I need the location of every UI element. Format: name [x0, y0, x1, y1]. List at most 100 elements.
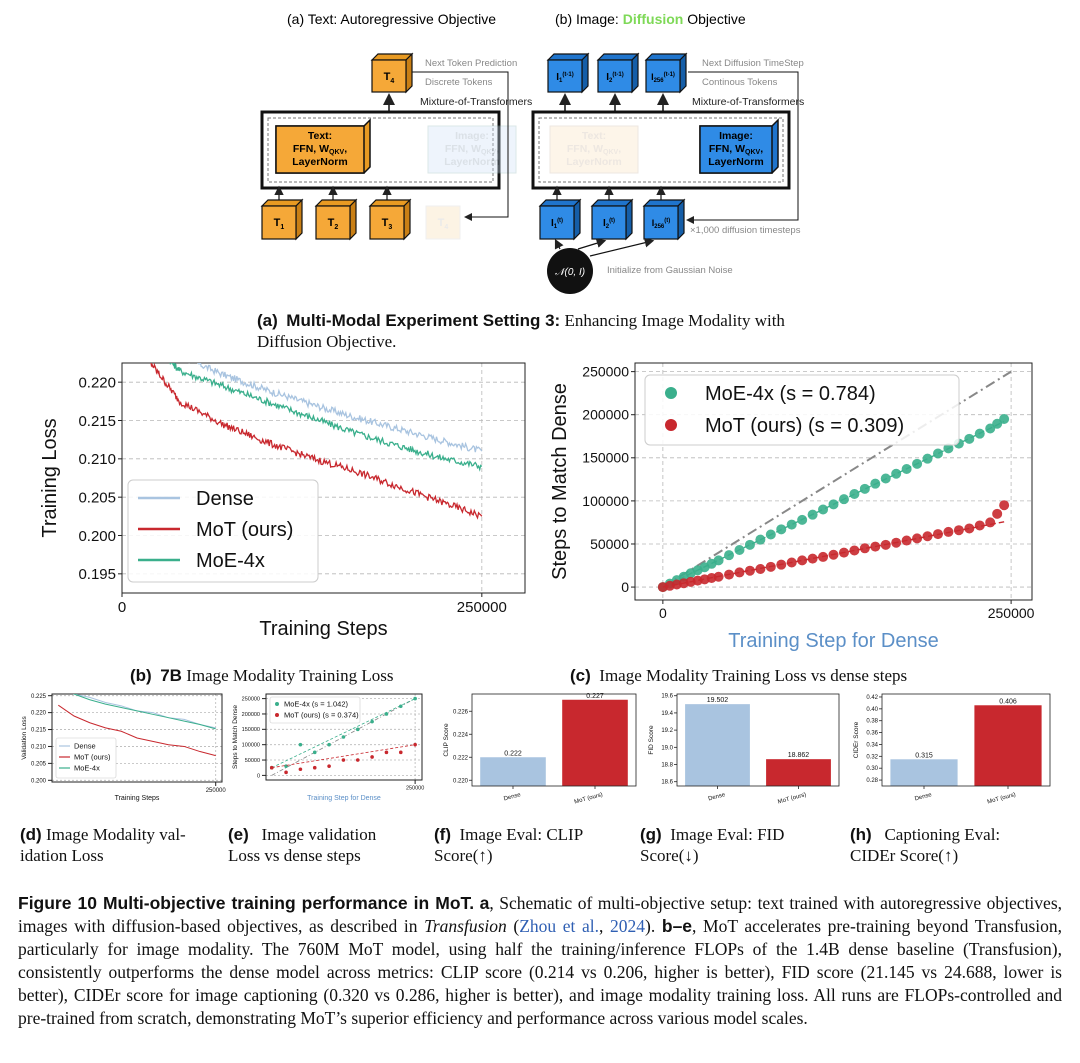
scatter-point [384, 750, 389, 755]
y-tick-label: 0.30 [866, 766, 878, 772]
svg-text:Image:: Image: [719, 130, 753, 142]
y-tick-label: 0.220 [78, 374, 116, 391]
series-line-dense [188, 363, 483, 453]
mot-label-left: Mixture-of-Transformers [420, 96, 532, 108]
gaussian-label: Initialize from Gaussian Noise [607, 265, 733, 276]
citation-link-year[interactable]: 2024 [610, 916, 646, 936]
legend-label: Dense [74, 742, 96, 751]
plot-frame [121, 362, 526, 594]
y-axis-label: Steps to Match Dense [549, 383, 571, 580]
caption-f: (f) Image Eval: CLIP Score(↑) [434, 825, 584, 865]
scatter-point [755, 563, 766, 574]
plot-frame [265, 693, 423, 781]
scatter-point [807, 553, 818, 564]
bar-dense [890, 759, 958, 786]
x-tick-label: 250000 [457, 599, 507, 616]
svg-text:LayerNorm: LayerNorm [444, 156, 499, 168]
svg-text:I1(t-1): I1(t-1) [556, 72, 573, 84]
y-tick-label: 0.34 [866, 742, 878, 748]
scatter-point [724, 550, 735, 561]
plot-frame [634, 362, 1033, 601]
chart-b-training-loss: 0.195 0.200 0.205 0.210 0.215 0.220 0 250000 Tra… [39, 362, 526, 640]
scatter-point [964, 433, 975, 444]
scatter-point [859, 543, 870, 554]
y-tick-label: 0.38 [866, 719, 878, 725]
y-tick-label: 0.215 [31, 728, 47, 734]
legend-label: MoE-4x [196, 550, 265, 572]
y-tick-label: 0 [257, 773, 260, 779]
scatter-point [932, 529, 943, 540]
caption-d: (d) Image Modality val-idation Loss [20, 825, 186, 865]
panel-a-title: (a) Text: Autoregressive Objective [287, 11, 496, 27]
scatter-point [786, 557, 797, 568]
svg-text:Text:: Text: [582, 130, 606, 142]
gaussian-noise-node [547, 248, 593, 294]
scatter-point [880, 473, 891, 484]
bar-mot [562, 699, 628, 786]
next-diffusion-label: Next Diffusion TimeStep [702, 58, 804, 69]
caption-e: (e) Image validation Loss vs dense steps [228, 825, 377, 865]
input-token-i1: I1(t) [538, 198, 582, 241]
scatter-point [284, 770, 288, 775]
scatter-point [355, 758, 360, 762]
scatter-point [901, 535, 912, 546]
y-tick-label: 0.40 [866, 707, 878, 713]
svg-text:Text:: Text: [308, 130, 332, 142]
x-tick-label: MoT (ours) [987, 792, 1017, 805]
scatter-point [964, 523, 975, 534]
chart-d-validation-loss: 0.200 0.205 0.210 0.215 0.220 0.225 250000 Trai… [21, 693, 227, 802]
scatter-point [312, 765, 317, 770]
citation-link-author[interactable]: Zhou et al. [519, 916, 600, 936]
output-token-t4: T4 [370, 52, 414, 94]
scatter-point [327, 764, 331, 768]
scatter-point [985, 517, 996, 528]
y-axis-label: Training Loss [39, 418, 61, 537]
x-tick-label: Dense [503, 792, 522, 802]
y-axis-label: FID Score [648, 725, 655, 755]
series-line [73, 694, 216, 730]
x-tick-label: MoT (ours) [777, 792, 807, 805]
bar-dense [685, 704, 750, 786]
scatter-point [355, 727, 360, 732]
y-tick-label: 150000 [582, 450, 629, 466]
scatter-point [943, 443, 954, 454]
scatter-point [818, 551, 829, 562]
scatter-point [922, 453, 933, 464]
x-tick-label: 250000 [206, 788, 227, 794]
svg-text:I256(t): I256(t) [652, 218, 671, 230]
y-tick-label: 150000 [242, 727, 260, 733]
legend-label: MoE-4x (s = 0.784) [705, 383, 876, 405]
scatter-point [755, 534, 766, 545]
scatter-point [744, 539, 755, 550]
bar-value-label: 0.406 [999, 698, 1017, 705]
caption-c: (c) Image Modality Training Loss vs dens… [570, 666, 908, 685]
y-tick-label: 0.28 [866, 778, 878, 784]
scatter-point [398, 750, 403, 755]
bar-dense [480, 757, 546, 786]
y-tick-label: 200000 [582, 407, 629, 423]
svg-text:Image:: Image: [455, 130, 489, 142]
bar-value-label: 18.862 [788, 752, 810, 759]
continuous-tokens-label: Continous Tokens [702, 77, 778, 88]
scatter-point [734, 567, 745, 578]
bar-value-label: 0.227 [586, 693, 604, 700]
scatter-point [269, 765, 274, 770]
output-token-i2: I2(t-1) [596, 52, 640, 94]
legend-marker [275, 702, 279, 706]
x-axis-label: Training Steps [259, 618, 387, 640]
legend: MoE-4x (s = 0.784) MoT (ours) (s = 0.309) [644, 374, 960, 446]
series-line-moe-4x [169, 363, 483, 472]
scatter-point [859, 483, 870, 494]
plot-frame [471, 693, 637, 787]
scatter-point [413, 742, 417, 747]
panel-b-title: (b) Image: Diffusion Objective [555, 11, 746, 27]
y-tick-label: 0.220 [453, 778, 469, 784]
y-tick-label: 250000 [242, 697, 260, 703]
input-token-i2: I2(t) [590, 198, 634, 241]
y-tick-label: 19.2 [661, 728, 673, 734]
legend-label: MoT (ours) [74, 753, 111, 762]
plot-frame [676, 693, 840, 787]
scatter-point [765, 561, 776, 572]
scatter-point [849, 545, 860, 556]
scatter-point [974, 520, 985, 531]
